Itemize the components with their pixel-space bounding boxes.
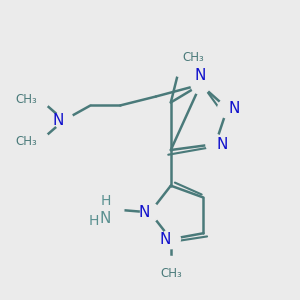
Circle shape [170,57,189,76]
Circle shape [31,132,50,151]
Circle shape [161,230,180,249]
Circle shape [161,256,180,275]
Text: CH₃: CH₃ [183,51,204,64]
Text: N: N [52,113,64,128]
Text: CH₃: CH₃ [160,267,182,280]
Circle shape [31,90,50,109]
Text: H: H [89,214,100,228]
Text: N: N [159,232,171,247]
Circle shape [54,111,73,130]
Text: N: N [195,68,206,83]
Text: CH₃: CH₃ [15,135,37,148]
Text: N: N [139,205,150,220]
Text: N: N [217,136,228,152]
Circle shape [206,134,225,154]
Circle shape [191,75,210,94]
Circle shape [140,203,160,222]
Text: H: H [101,194,111,208]
Circle shape [218,99,237,118]
Text: N: N [100,211,111,226]
Circle shape [105,200,124,219]
Text: N: N [229,101,240,116]
Text: CH₃: CH₃ [15,93,37,106]
